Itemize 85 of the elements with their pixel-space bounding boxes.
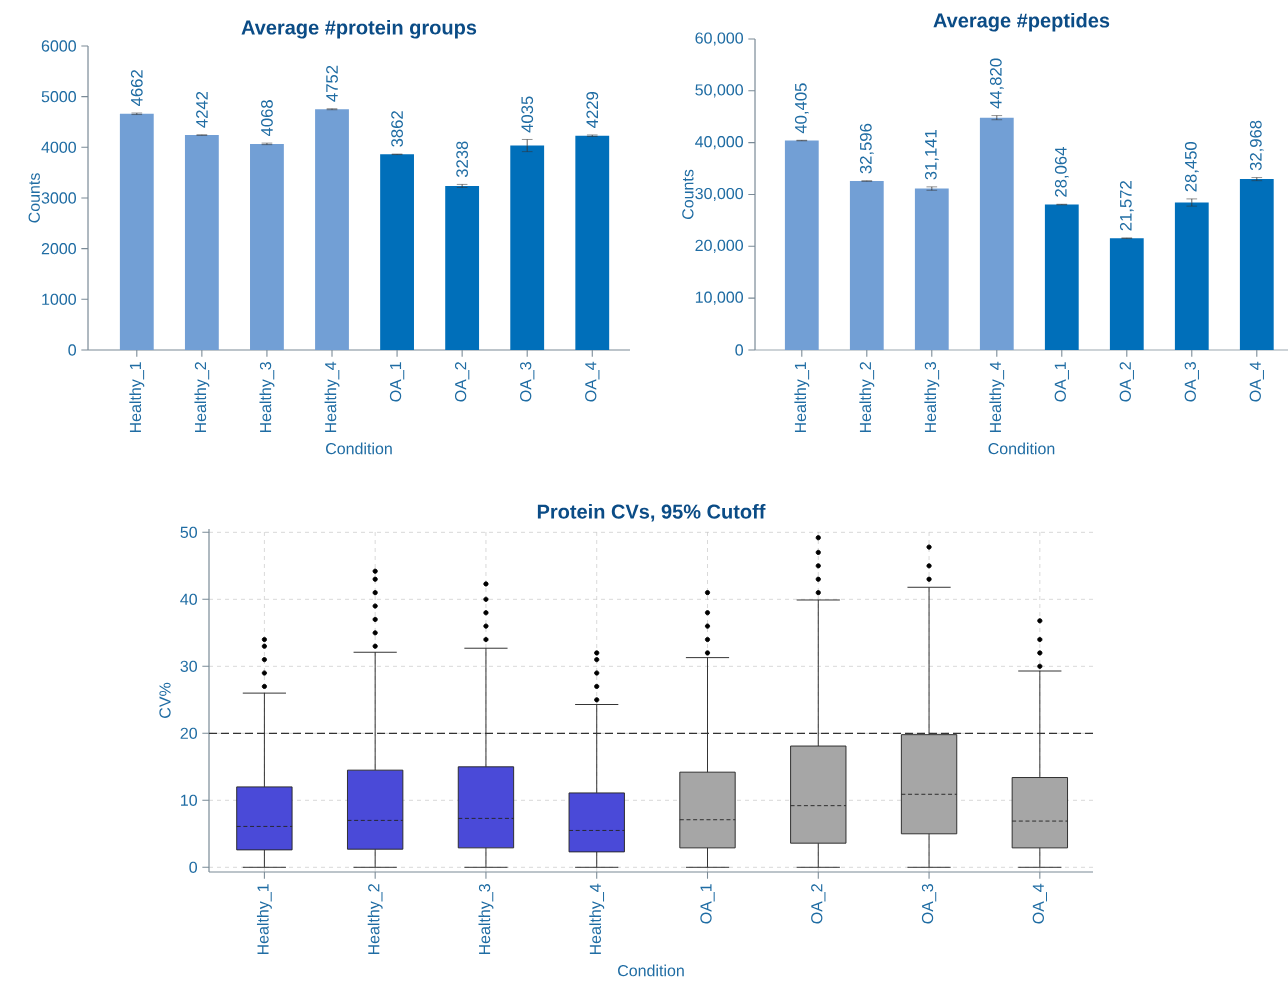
y-tick-label: 10,000	[695, 291, 744, 305]
y-axis-title: Counts	[682, 169, 694, 220]
x-tick-label: Healthy_4	[589, 883, 605, 955]
bar	[979, 117, 1014, 350]
x-tick-label: OA_4	[1249, 361, 1264, 402]
x-axis-title: Condition	[326, 442, 392, 455]
y-tick-label: 60,000	[695, 32, 744, 46]
data-label: 32,968	[1249, 120, 1264, 171]
bar	[184, 135, 219, 350]
y-tick-label: 20	[180, 727, 198, 739]
data-label: 4035	[521, 96, 534, 133]
bar	[250, 143, 284, 350]
bar	[575, 135, 610, 350]
x-axis-title: Condition	[618, 964, 684, 977]
x-tick-label: OA_3	[1184, 362, 1199, 402]
y-tick-label: 5000	[41, 91, 76, 103]
x-tick-label: Healthy_1	[129, 362, 145, 433]
y-tick-label: 6000	[41, 40, 76, 52]
bar	[1044, 204, 1079, 350]
x-tick-label: Healthy_1	[256, 884, 272, 955]
data-label: 28,064	[1054, 147, 1069, 197]
y-tick-label: 0	[735, 344, 744, 356]
y-tick-label: 50,000	[695, 84, 744, 98]
chart-title: Average #protein groups	[241, 19, 477, 39]
x-tick-label: OA_1	[389, 362, 405, 402]
x-tick-label: Healthy_3	[478, 884, 494, 955]
bar	[1174, 202, 1209, 350]
x-tick-label: OA_2	[454, 362, 470, 402]
data-label: 32,596	[859, 123, 874, 174]
bar	[119, 113, 154, 350]
data-label: 40,405	[794, 83, 809, 134]
data-label: 21,572	[1119, 181, 1134, 231]
data-label: 28,450	[1184, 141, 1199, 192]
data-label: 31,141	[924, 130, 939, 180]
x-tick-label: OA_4	[1032, 883, 1048, 924]
bar	[1109, 238, 1144, 350]
x-tick-label: Healthy_2	[859, 362, 875, 433]
data-label: 4752	[326, 65, 338, 102]
x-tick-label: Healthy_1	[794, 362, 810, 433]
data-label: 4229	[586, 92, 599, 128]
x-tick-label: Healthy_4	[324, 361, 340, 433]
y-tick-label: 2000	[41, 243, 76, 255]
y-tick-label: 10	[181, 794, 198, 806]
y-tick-label: 0	[68, 344, 77, 356]
chart-title: Average #peptides	[933, 12, 1110, 32]
y-tick-label: 50	[180, 526, 198, 538]
bar	[445, 185, 480, 350]
bar	[1239, 179, 1274, 350]
x-tick-label: Healthy_3	[924, 362, 940, 433]
y-tick-label: 0	[189, 861, 198, 873]
y-tick-label: 30,000	[695, 187, 744, 202]
x-tick-label: OA_2	[811, 884, 826, 924]
x-tick-label: Healthy_3	[259, 362, 275, 433]
y-tick-label: 20,000	[695, 239, 744, 253]
x-tick-label: Healthy_2	[194, 362, 210, 433]
data-label: 4242	[196, 91, 208, 128]
data-label: 3238	[456, 141, 469, 178]
x-tick-label: OA_3	[520, 362, 535, 402]
y-tick-label: 1000	[42, 293, 76, 305]
x-tick-label: OA_3	[921, 884, 937, 924]
bar	[380, 154, 414, 350]
y-axis-title: CV%	[159, 682, 171, 718]
data-label: 44,820	[989, 58, 1004, 109]
y-tick-label: 3000	[41, 192, 76, 204]
x-tick-label: Healthy_2	[367, 884, 383, 955]
y-tick-label: 40	[180, 593, 198, 605]
x-axis-title: Condition	[988, 442, 1055, 455]
chart-title: Protein CVs, 95% Cutoff	[537, 504, 766, 522]
y-tick-label: 40,000	[695, 136, 744, 150]
x-tick-label: OA_1	[700, 884, 715, 924]
bar	[914, 188, 949, 350]
y-axis-title: Counts	[28, 173, 40, 223]
y-tick-label: 30	[180, 660, 198, 672]
x-tick-label: Healthy_4	[989, 361, 1005, 433]
data-label: 3862	[391, 111, 403, 147]
bar	[784, 140, 819, 350]
x-tick-label: OA_2	[1119, 362, 1134, 402]
data-label: 4662	[130, 70, 143, 106]
y-tick-label: 4000	[41, 141, 76, 153]
data-label: 4068	[261, 100, 273, 137]
bar	[849, 181, 884, 350]
x-tick-label: OA_1	[1054, 362, 1069, 402]
bar	[315, 109, 349, 350]
bar	[510, 145, 545, 350]
x-tick-label: OA_4	[585, 361, 600, 402]
